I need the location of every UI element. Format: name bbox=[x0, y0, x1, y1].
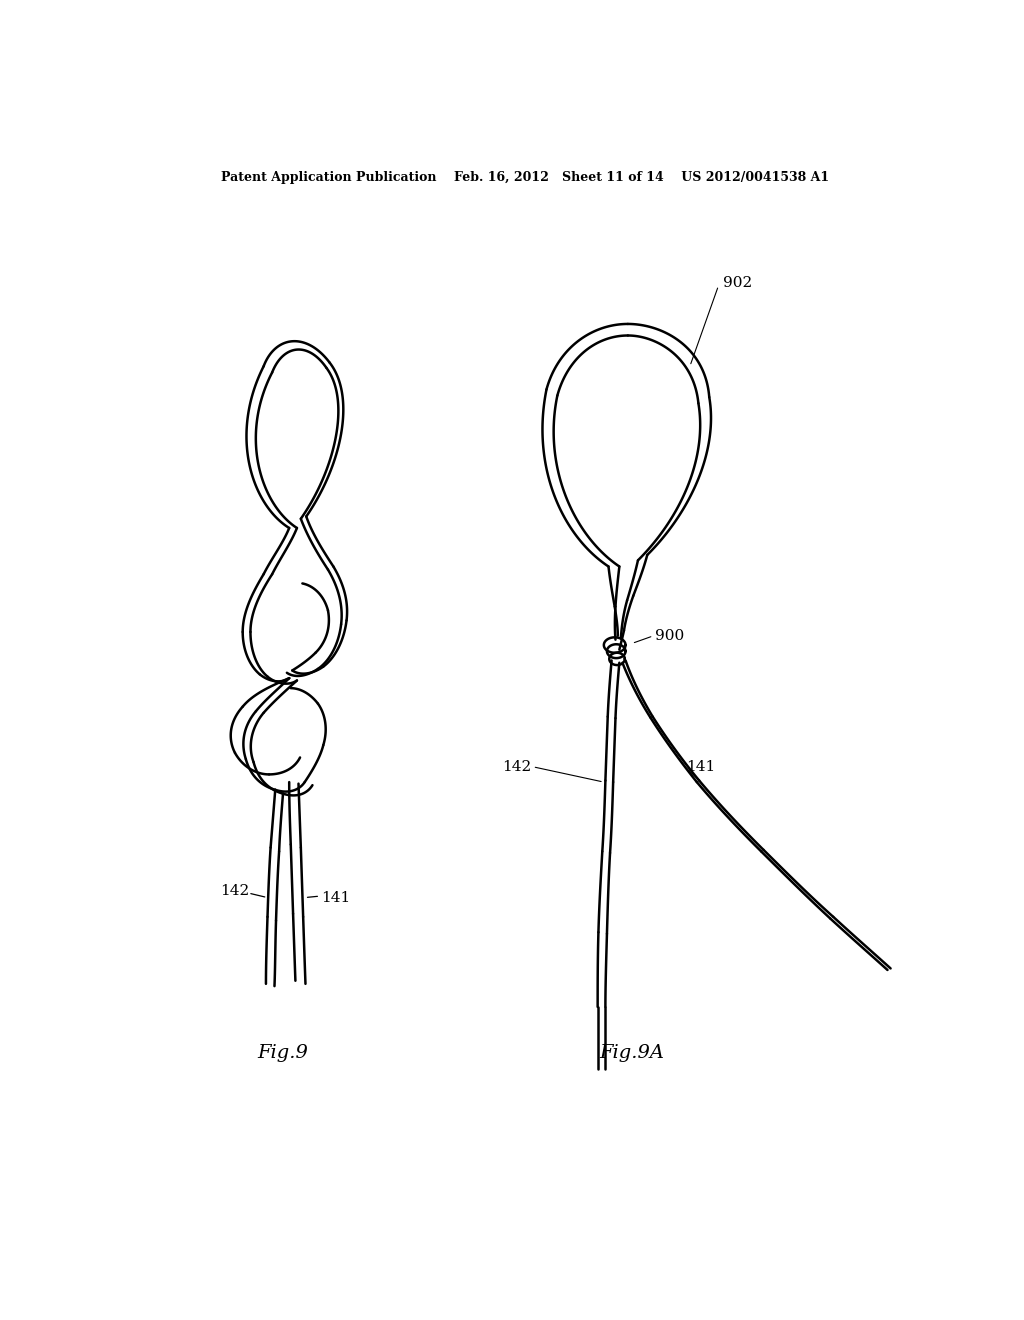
Text: Patent Application Publication    Feb. 16, 2012   Sheet 11 of 14    US 2012/0041: Patent Application Publication Feb. 16, … bbox=[221, 172, 828, 185]
Text: Fig.9: Fig.9 bbox=[258, 1044, 308, 1063]
Text: 902: 902 bbox=[723, 276, 753, 290]
Text: 141: 141 bbox=[686, 760, 715, 774]
Text: 900: 900 bbox=[655, 628, 684, 643]
Text: Fig.9A: Fig.9A bbox=[599, 1044, 665, 1063]
Text: 142: 142 bbox=[220, 884, 250, 899]
Text: 141: 141 bbox=[322, 891, 350, 904]
Text: 142: 142 bbox=[502, 760, 531, 774]
